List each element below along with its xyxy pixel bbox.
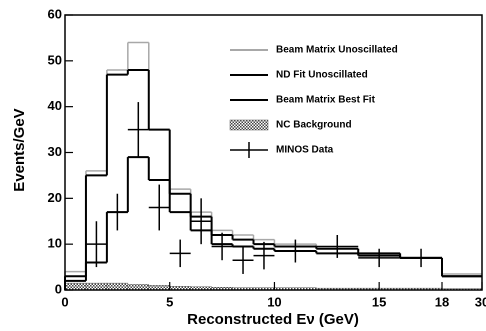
legend-swatch [229, 119, 269, 131]
x-tick-label: 10 [267, 294, 281, 309]
y-tick-label: 0 [55, 281, 62, 296]
y-tick-label: 50 [48, 52, 62, 67]
y-tick-label: 10 [48, 236, 62, 251]
y-axis-label: Events/GeV [11, 108, 28, 191]
x-tick-label: 15 [372, 294, 386, 309]
x-axis-label: Reconstructed Eν (GeV) [187, 311, 359, 328]
legend-label: Beam Matrix Best Fit [276, 95, 376, 106]
x-tick-label: 18 [435, 294, 449, 309]
x-tick-label: 5 [166, 294, 173, 309]
y-tick-label: 60 [48, 6, 62, 21]
legend-label: NC Background [276, 120, 352, 131]
y-tick-label: 20 [48, 190, 62, 205]
nc-bar [106, 282, 129, 291]
x-tick-label: 0 [61, 294, 68, 309]
nc-bar [64, 282, 87, 291]
legend-label: Beam Matrix Unoscillated [276, 45, 398, 56]
x-tick-label: 30 [475, 294, 486, 309]
y-tick-label: 40 [48, 98, 62, 113]
y-tick-label: 30 [48, 144, 62, 159]
nc-bar [127, 284, 150, 291]
legend-label: ND Fit Unoscillated [276, 70, 368, 81]
nc-bar [85, 282, 108, 291]
legend-label: MINOS Data [276, 145, 334, 156]
